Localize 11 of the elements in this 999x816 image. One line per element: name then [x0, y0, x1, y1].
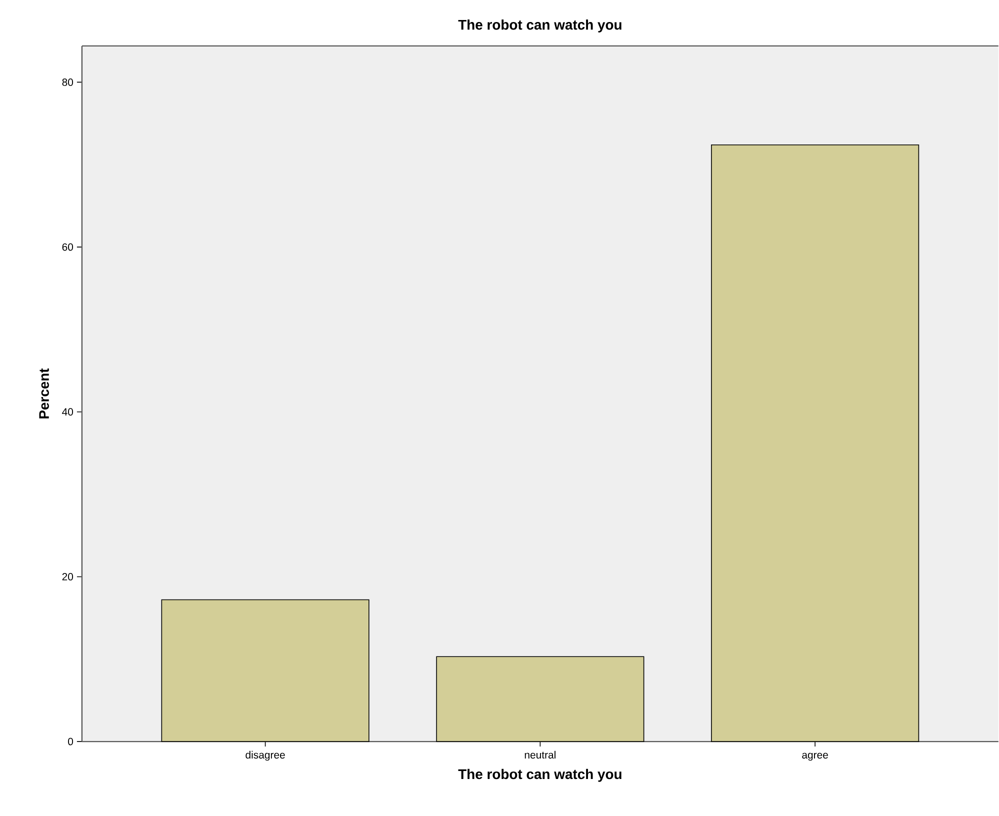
y-tick-label: 60 [62, 244, 74, 251]
y-axis-title: Percent [39, 368, 49, 419]
x-tick-label: agree [802, 753, 828, 761]
x-axis-title: The robot can watch you [458, 769, 622, 782]
y-tick-label: 0 [68, 738, 74, 746]
x-tick-label: disagree [246, 751, 285, 761]
y-tick-label: 80 [62, 78, 74, 86]
y-tick-label: 40 [62, 408, 74, 416]
y-tick-label: 20 [62, 573, 74, 581]
x-tick-label: neutral [524, 751, 556, 759]
chart-title: The robot can watch you [458, 20, 622, 33]
